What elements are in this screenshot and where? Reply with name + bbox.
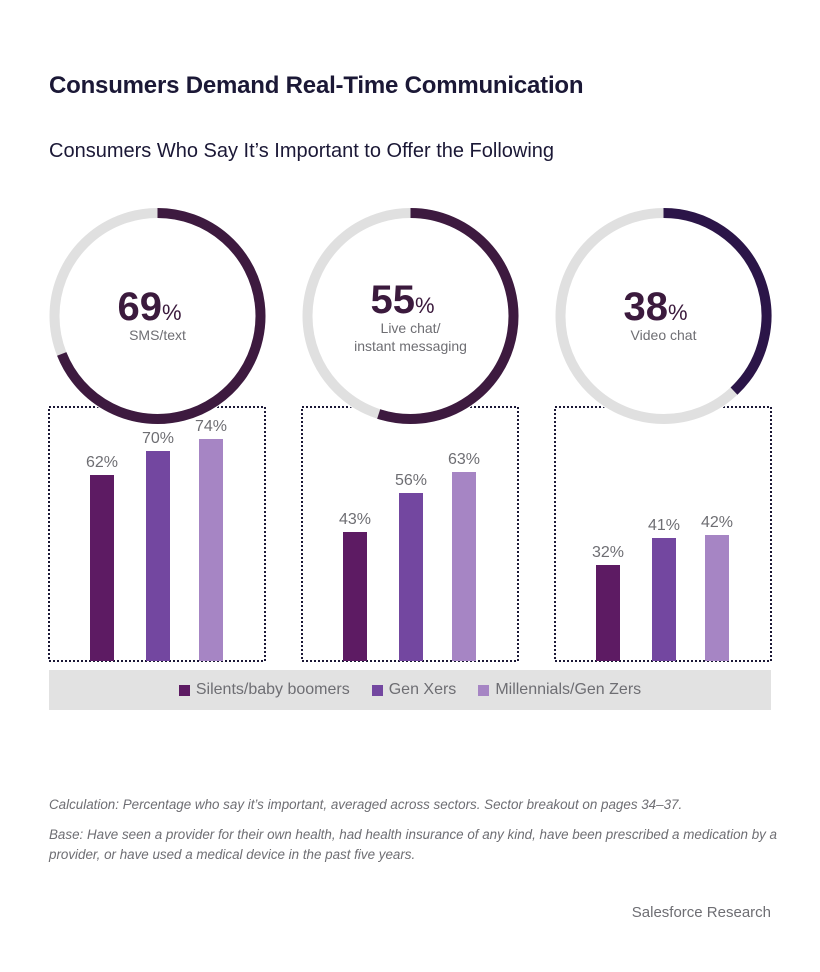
bar-silents <box>90 475 114 661</box>
bar-genx <box>652 538 676 661</box>
bar-value-label: 74% <box>195 418 227 435</box>
bar-millennials <box>199 439 223 661</box>
legend-label: Millennials/Gen Zers <box>495 681 642 698</box>
ring-mask <box>301 207 520 425</box>
channel-label: SMS/text <box>129 327 186 343</box>
bar-value-label: 70% <box>142 430 174 447</box>
overall-percent: 69% <box>117 285 181 329</box>
bar-value-label: 42% <box>701 514 733 531</box>
bar-silents <box>343 532 367 661</box>
channel-label: Video chat <box>631 327 697 343</box>
page-title: Consumers Demand Real-Time Communication <box>49 72 584 99</box>
chart-subtitle: Consumers Who Say It’s Important to Offe… <box>49 140 555 162</box>
source-credit: Salesforce Research <box>631 904 771 921</box>
ring-progress-arc <box>663 208 772 395</box>
channel-label: Live chat/ <box>381 320 441 336</box>
bar-value-label: 62% <box>86 454 118 471</box>
legend-item-silents: Silents/baby boomers <box>178 681 350 699</box>
footnote-calculation: Calculation: Percentage who say it’s imp… <box>49 797 683 812</box>
overall-percent: 38% <box>623 285 687 329</box>
ring-mask <box>554 207 773 425</box>
legend-label: Silents/baby boomers <box>195 681 350 698</box>
ring-progress-arc <box>377 208 519 424</box>
bar-value-label: 41% <box>648 517 680 534</box>
legend-item-genx: Gen Xers <box>371 681 457 699</box>
legend-swatch-silents <box>178 684 190 696</box>
ring-mask <box>48 207 267 425</box>
bar-silents <box>596 565 620 661</box>
channel-label: instant messaging <box>354 338 467 354</box>
bar-millennials <box>705 535 729 661</box>
bar-genx <box>146 451 170 661</box>
legend-label: Gen Xers <box>388 681 457 698</box>
bar-value-label: 63% <box>448 451 480 468</box>
ring-progress-arc <box>57 208 266 424</box>
legend-swatch-genx <box>371 684 383 696</box>
bar-value-label: 56% <box>395 472 427 489</box>
overall-percent: 55% <box>370 278 434 322</box>
footnote-base: Base: Have seen a provider for their own… <box>49 827 778 862</box>
legend: Silents/baby boomers Gen Xers Millennial… <box>49 670 771 710</box>
bar-millennials <box>452 472 476 661</box>
bar-value-label: 43% <box>339 511 371 528</box>
legend-swatch-millennials <box>478 684 490 696</box>
legend-item-millennials: Millennials/Gen Zers <box>478 681 641 699</box>
bar-genx <box>399 493 423 661</box>
bar-value-label: 32% <box>592 544 624 561</box>
